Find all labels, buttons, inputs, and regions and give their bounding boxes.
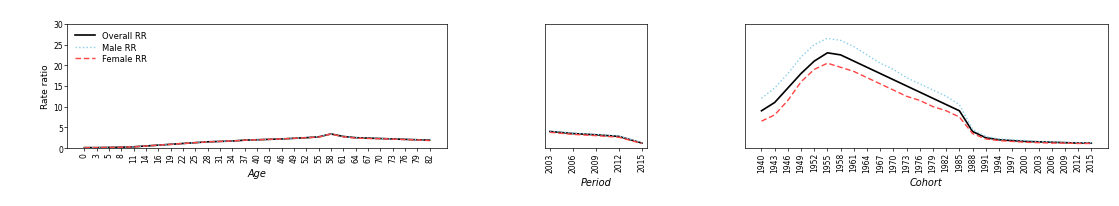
X-axis label: Cohort: Cohort: [910, 177, 943, 187]
Y-axis label: Rate ratio: Rate ratio: [41, 64, 50, 109]
Legend: Overall RR, Male RR, Female RR: Overall RR, Male RR, Female RR: [72, 29, 150, 67]
X-axis label: Period: Period: [581, 177, 611, 187]
X-axis label: Age: Age: [247, 168, 266, 178]
